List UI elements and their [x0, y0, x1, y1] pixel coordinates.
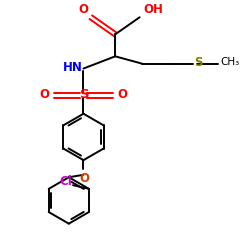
Text: O: O [40, 88, 50, 101]
Text: CH₃: CH₃ [220, 57, 240, 67]
Text: Cl: Cl [59, 175, 72, 188]
Text: O: O [80, 172, 90, 185]
Text: O: O [78, 3, 88, 16]
Text: HN: HN [62, 61, 82, 74]
Text: OH: OH [143, 3, 163, 16]
Text: S: S [194, 56, 203, 69]
Text: S: S [80, 88, 90, 101]
Text: O: O [118, 88, 128, 101]
